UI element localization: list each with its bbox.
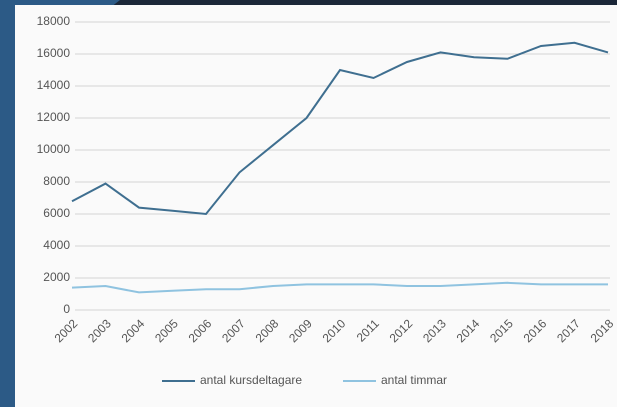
- chart-panel: [15, 5, 617, 407]
- legend-label: antal kursdeltagare: [200, 373, 302, 387]
- y-tick-label: 14000: [37, 78, 71, 92]
- line: [71, 281, 608, 294]
- y-tick-label: 18000: [37, 14, 71, 28]
- y-tick-label: 2000: [43, 270, 70, 284]
- y-tick-label: 16000: [37, 46, 71, 60]
- y-tick-label: 6000: [43, 206, 70, 220]
- y-tick-label: 8000: [43, 174, 70, 188]
- y-tick-label: 10000: [37, 142, 71, 156]
- y-tick-label: 4000: [43, 238, 70, 252]
- y-tick-label: 12000: [37, 110, 71, 124]
- y-tick-label: 0: [63, 302, 70, 316]
- legend-label: antal timmar: [381, 373, 447, 387]
- line: [71, 41, 609, 216]
